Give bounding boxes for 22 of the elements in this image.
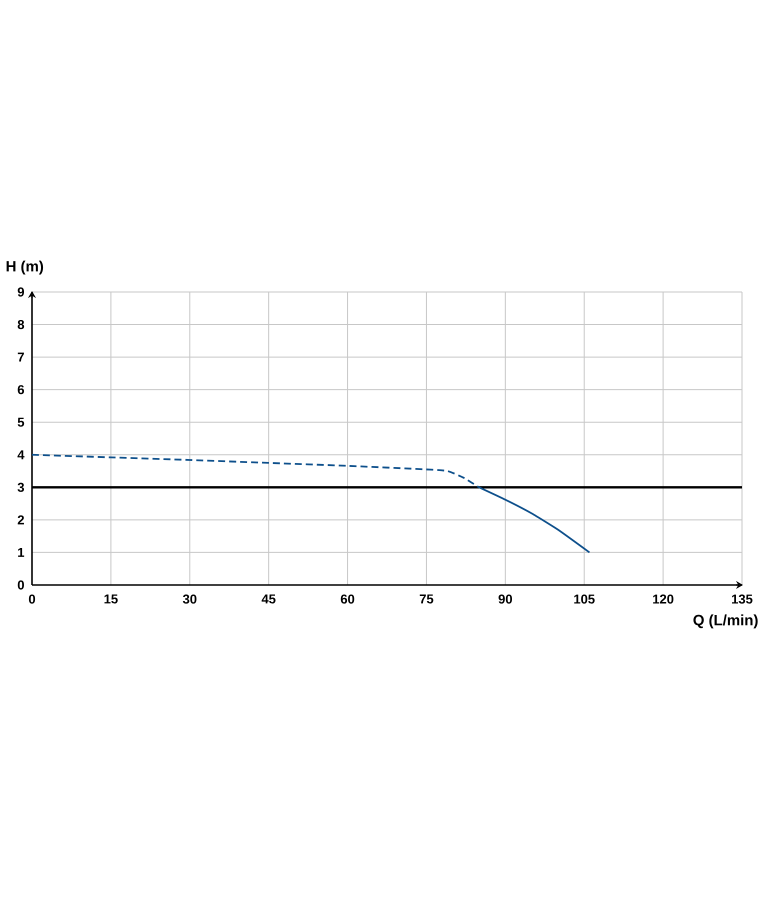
x-tick-label: 30 [182, 594, 196, 604]
x-tick-label: 90 [498, 594, 512, 604]
y-tick-label: 5 [18, 418, 24, 427]
x-tick-label: 135 [732, 594, 752, 604]
y-tick-label: 8 [18, 320, 24, 330]
x-tick-label: 15 [104, 594, 118, 604]
x-tick-label: 105 [574, 594, 595, 604]
x-tick-label: 0 [28, 594, 36, 604]
y-tick-label: 3 [18, 482, 24, 492]
x-tick-label: 75 [420, 594, 434, 604]
y-tick-label: 4 [17, 450, 24, 460]
y-tick-label: 7 [18, 352, 24, 362]
y-tick-label: 0 [18, 580, 24, 590]
x-tick-label: 60 [340, 594, 354, 604]
x-tick-label: 45 [262, 594, 276, 604]
y-tick-label: 6 [18, 385, 24, 394]
y-tick-label: 2 [18, 515, 24, 524]
x-axis-title: Q (L/min) [693, 614, 758, 628]
y-axis-title: H (m) [6, 260, 44, 275]
y-tick-label: 1 [18, 548, 24, 557]
x-tick-label: 120 [653, 594, 674, 604]
y-tick-label: 9 [18, 287, 24, 297]
